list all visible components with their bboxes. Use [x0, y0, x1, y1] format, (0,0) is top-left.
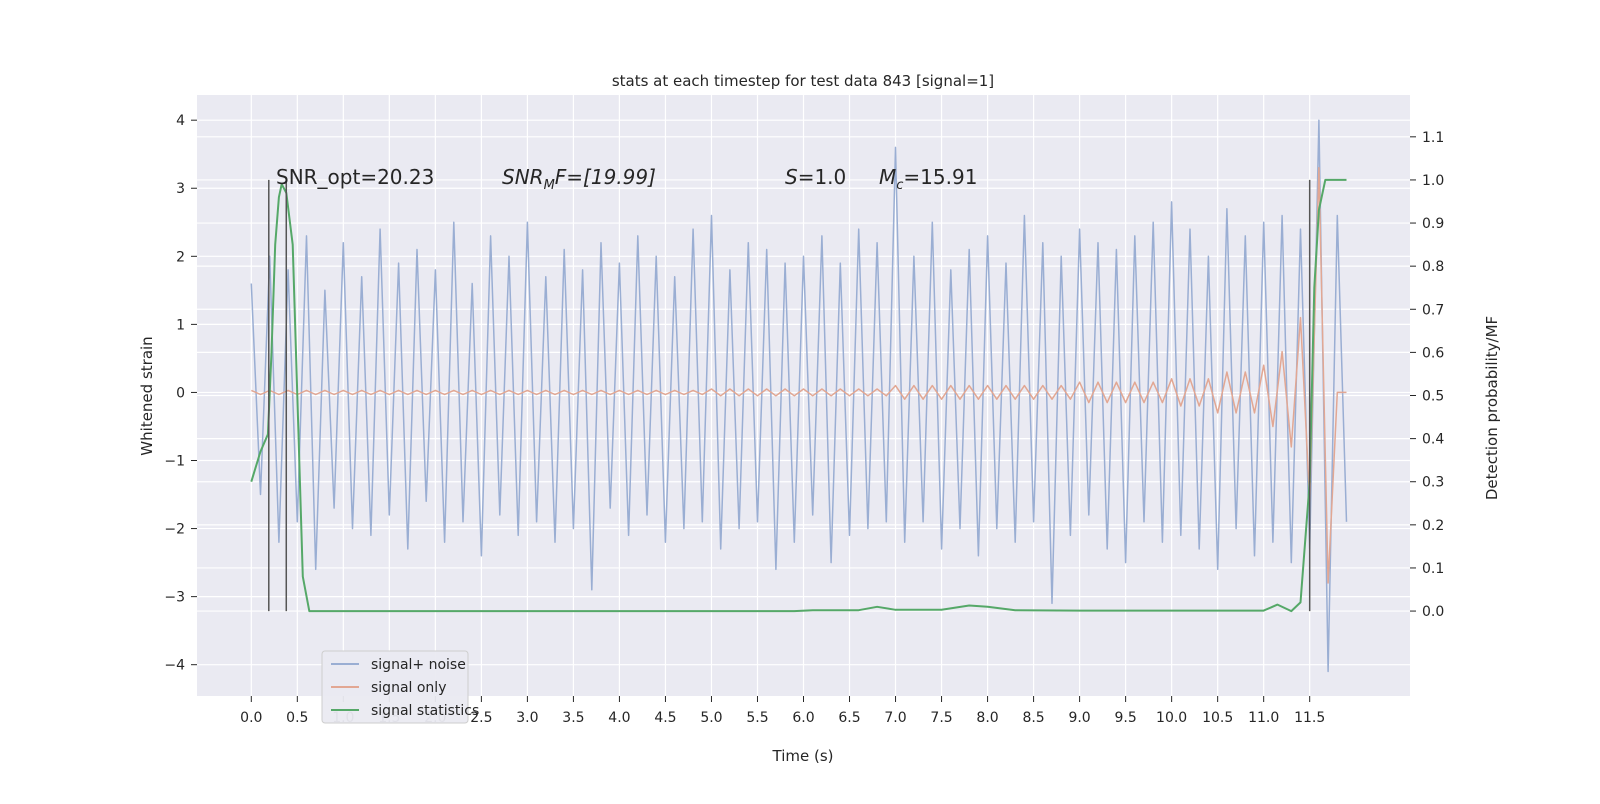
x-tick-label: 10.0 — [1156, 710, 1187, 726]
annotation-main: SNR — [502, 165, 544, 189]
y-tick-label: 1 — [176, 317, 185, 333]
series-line — [250, 167, 1347, 584]
y-axis-label: Whitened strain — [138, 336, 156, 455]
y-tick-label: −4 — [164, 658, 185, 674]
x-tick-label: 9.5 — [1114, 710, 1136, 726]
y-tick-label: 4 — [176, 113, 185, 129]
y2-tick-label: 0.3 — [1422, 475, 1444, 491]
legend: signal+ noise signal only signal statistic… — [321, 650, 479, 724]
y-tick-label: −3 — [164, 590, 185, 606]
y2-tick-label: 0.2 — [1422, 518, 1444, 534]
x-tick-label: 6.0 — [792, 710, 814, 726]
legend-label: signal only — [371, 680, 446, 696]
y2-axis-label: Detection probability/MF — [1483, 316, 1501, 500]
y2-tick-label: 0.4 — [1422, 432, 1444, 448]
x-tick-label: 0.0 — [240, 710, 262, 726]
annotation-sub: c — [896, 178, 903, 193]
x-tick-label: 11.5 — [1294, 710, 1325, 726]
y2-tick-label: 0.5 — [1422, 389, 1444, 405]
x-tick-label: 5.0 — [700, 710, 722, 726]
x-tick-label: 8.5 — [1022, 710, 1044, 726]
x-axis-label: Time (s) — [772, 747, 834, 765]
x-tick-label: 10.5 — [1202, 710, 1233, 726]
annotation-main: S — [785, 165, 798, 189]
y-tick-label: −1 — [164, 454, 185, 470]
y-tick-label: 0 — [176, 385, 185, 401]
annotation-sub: M — [544, 178, 555, 193]
x-tick-label: 9.0 — [1068, 710, 1090, 726]
annotation-rest: F=[19.99] — [555, 165, 656, 189]
annotation-rest: =1.0 — [798, 165, 847, 189]
annotation: SNRMF=[19.99] — [502, 165, 656, 193]
x-tick-label: 3.0 — [516, 710, 538, 726]
x-tick-label: 8.0 — [976, 710, 998, 726]
legend-label: signal+ noise — [371, 657, 466, 673]
x-tick-label: 3.5 — [562, 710, 584, 726]
x-tick-label: 7.5 — [930, 710, 952, 726]
annotation: S=1.0 — [785, 165, 846, 189]
x-tick-label: 5.5 — [746, 710, 768, 726]
annotation-main: SNR_opt=20.23 — [276, 165, 434, 189]
series-line — [250, 119, 1348, 673]
annotation: Mc=15.91 — [879, 165, 977, 193]
y2-tick-label: 0.9 — [1422, 216, 1444, 232]
y2-tick-label: 0.6 — [1422, 345, 1444, 361]
y2-tick-label: 1.0 — [1422, 173, 1444, 189]
x-tick-label: 4.0 — [608, 710, 630, 726]
x-tick-label: 2.5 — [470, 710, 492, 726]
y2-tick-label: 0.0 — [1422, 604, 1444, 620]
y-tick-label: 2 — [176, 249, 185, 265]
x-tick-label: 0.5 — [286, 710, 308, 726]
annotation-rest: =15.91 — [903, 165, 977, 189]
y2-tick-label: 0.7 — [1422, 302, 1444, 318]
y2-tick-label: 1.1 — [1422, 130, 1444, 146]
chart-title: stats at each timestep for test data 843… — [612, 72, 994, 90]
annotation: SNR_opt=20.23 — [276, 165, 434, 189]
y2-tick-label: 0.1 — [1422, 561, 1444, 577]
annotation-main: M — [879, 165, 896, 189]
series-line — [250, 178, 1347, 613]
x-tick-label: 4.5 — [654, 710, 676, 726]
legend-box — [321, 650, 469, 724]
y-tick-label: 3 — [176, 181, 185, 197]
legend-label: signal statistics — [371, 703, 479, 719]
x-tick-label: 11.0 — [1248, 710, 1279, 726]
y-tick-label: −2 — [164, 522, 185, 538]
y2-tick-label: 0.8 — [1422, 259, 1444, 275]
x-tick-label: 6.5 — [838, 710, 860, 726]
x-tick-label: 7.0 — [884, 710, 906, 726]
